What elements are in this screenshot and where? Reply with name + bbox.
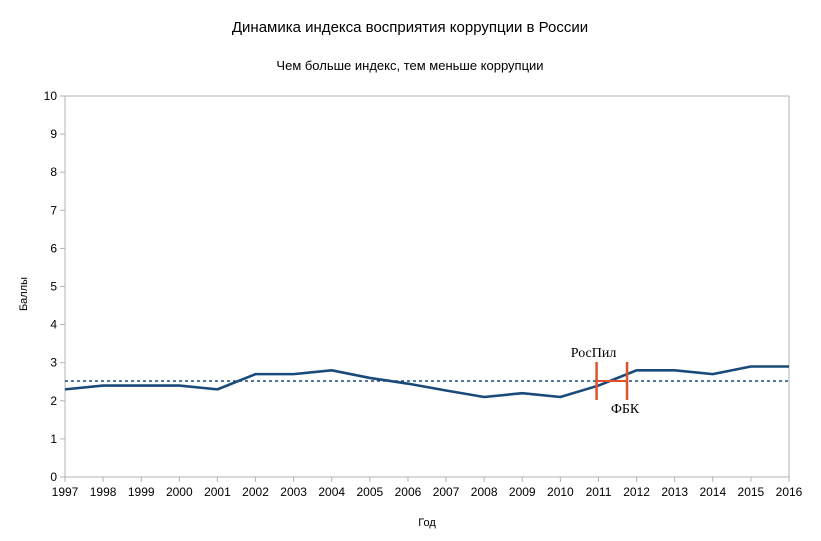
annotation-label-fbk: ФБК [611,402,640,417]
x-tick-label: 1999 [128,485,155,499]
x-tick-label: 2004 [318,485,345,499]
x-tick-label: 2009 [509,485,536,499]
y-tick-label: 6 [50,241,57,255]
x-tick-label: 2010 [547,485,574,499]
annotation-label-rospil: РосПил [571,346,617,361]
annotations: РосПил ФБК [571,346,640,417]
y-tick-label: 5 [50,280,57,294]
x-tick-label: 1997 [52,485,79,499]
x-tick-label: 2006 [395,485,422,499]
y-tick-label: 7 [50,203,57,217]
x-tick-label: 2007 [433,485,460,499]
y-tick-label: 0 [50,470,57,484]
plot-area [64,95,790,478]
x-tick-label: 2002 [242,485,269,499]
x-axis-title: Год [418,517,436,529]
x-tick-label: 2011 [586,485,612,499]
y-tick-label: 2 [50,394,57,408]
x-tick-label: 2001 [204,485,231,499]
y-tick-label: 1 [50,432,57,446]
x-tick-label: 2005 [356,485,383,499]
y-tick-label: 4 [50,318,57,332]
x-tick-label: 2016 [776,485,803,499]
y-tick-label: 8 [50,165,57,179]
series-line-index [64,365,789,399]
x-tick-label: 2014 [699,485,726,499]
x-tick-label: 1998 [90,485,117,499]
x-tick-label: 2000 [166,485,193,499]
chart-subtitle: Чем больше индекс, тем меньше коррупции [276,58,543,73]
y-tick-label: 9 [50,127,57,141]
x-axis: 1997 1998 1999 2000 2001 2002 2003 2004 2005 2006… [52,477,803,499]
x-tick-label: 2015 [738,485,765,499]
x-tick-label: 2003 [280,485,307,499]
y-axis: 0 1 2 3 4 5 6 7 8 9 10 [44,89,65,484]
chart-title: Динамика индекса восприятия коррупции в … [232,19,588,36]
x-tick-label: 2008 [471,485,498,499]
y-axis-title: Баллы [18,277,30,311]
x-tick-label: 2013 [661,485,688,499]
y-tick-label: 3 [50,356,57,370]
x-tick-label: 2012 [623,485,650,499]
y-tick-label: 10 [44,89,58,103]
